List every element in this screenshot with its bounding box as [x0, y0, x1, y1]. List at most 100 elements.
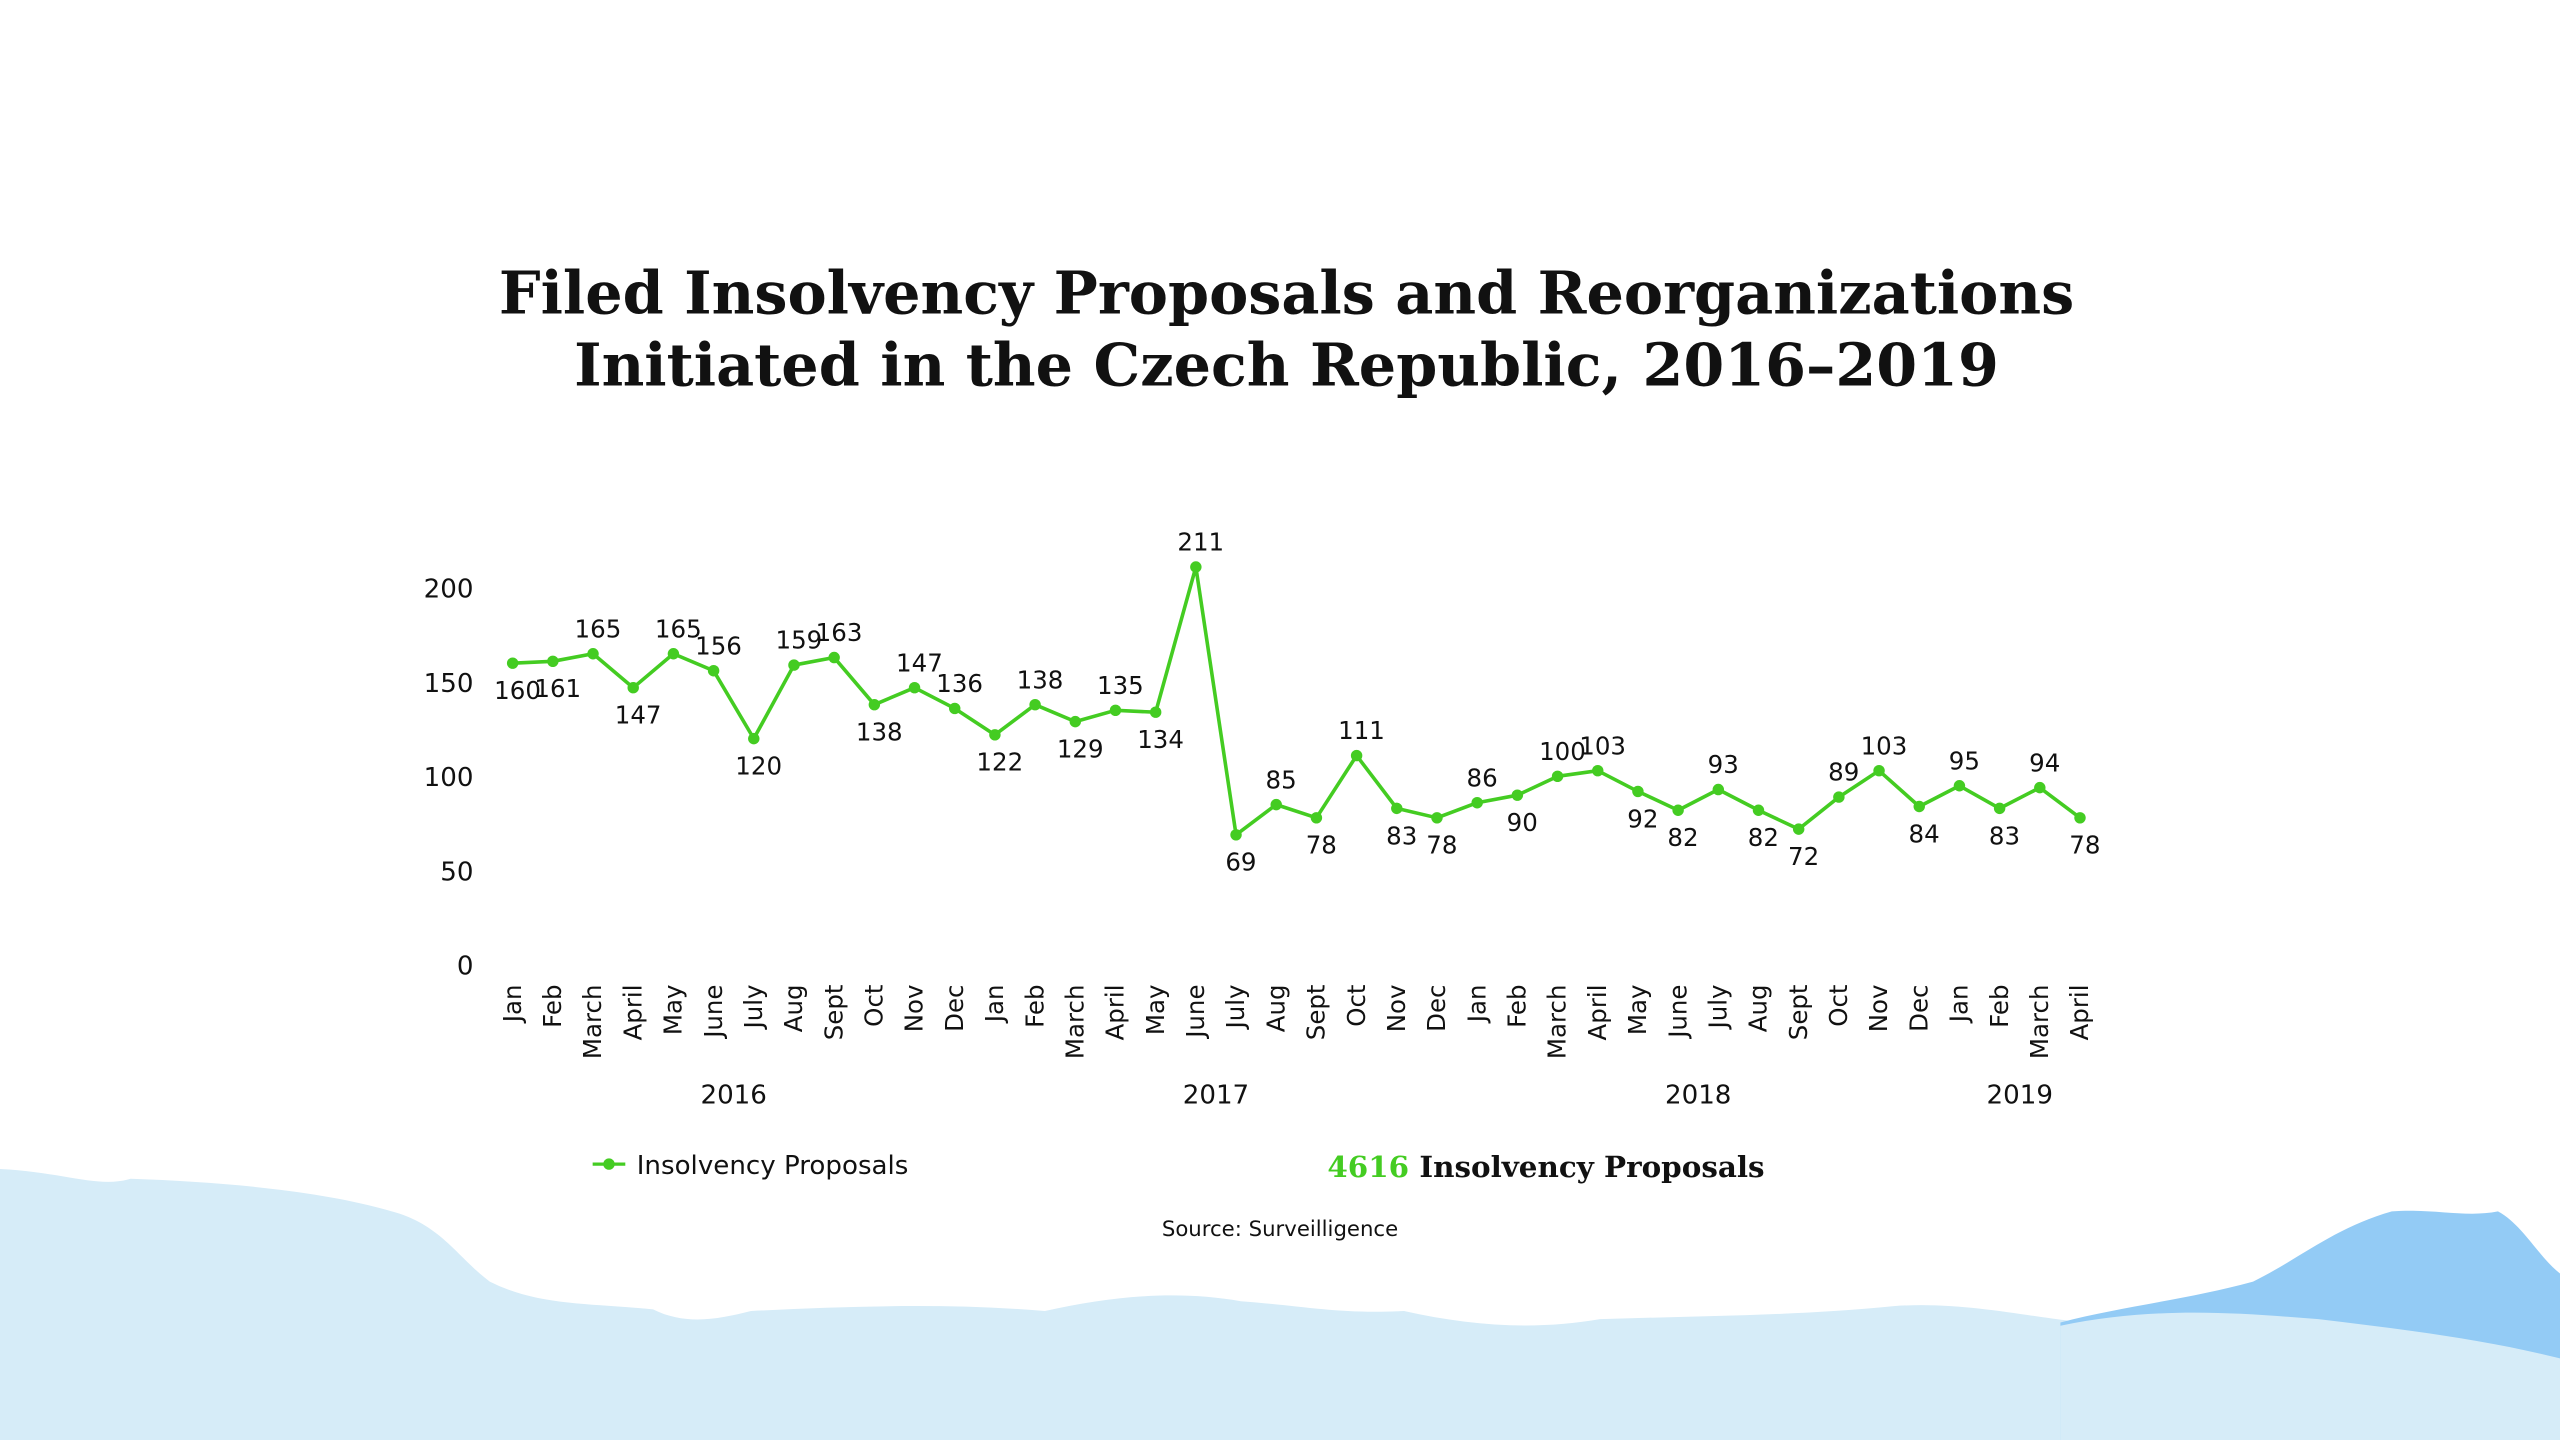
- chart-title: Initiated in the Czech Republic, 2016–20…: [574, 330, 1999, 399]
- x-tick-label: April: [618, 984, 647, 1040]
- x-tick-label: July: [1703, 984, 1732, 1030]
- x-tick-label: Nov: [1382, 984, 1411, 1032]
- y-tick-label: 50: [440, 857, 473, 887]
- data-label: 138: [1017, 665, 1064, 694]
- x-tick-label: May: [659, 984, 688, 1035]
- x-tick-label: Nov: [900, 984, 929, 1032]
- data-point: [627, 681, 639, 694]
- x-tick-label: Sept: [1784, 984, 1813, 1040]
- y-tick-label: 0: [457, 952, 474, 982]
- legend-marker: [603, 1158, 615, 1170]
- data-point: [1712, 783, 1725, 796]
- data-point: [667, 648, 680, 660]
- data-label: 134: [1137, 725, 1184, 754]
- data-point: [1350, 749, 1363, 762]
- data-point: [1230, 829, 1242, 841]
- x-tick-label: March: [1060, 984, 1089, 1059]
- x-tick-label: March: [1543, 984, 1572, 1059]
- data-label: 129: [1057, 735, 1104, 764]
- data-point: [1833, 791, 1845, 803]
- data-label: 103: [1861, 731, 1908, 760]
- data-label: 165: [575, 614, 622, 643]
- data-point: [1592, 764, 1604, 777]
- total-text: 4616 Insolvency Proposals: [1327, 1149, 1764, 1184]
- total-label: Insolvency Proposals: [1419, 1149, 1764, 1184]
- data-label: 93: [1708, 750, 1739, 779]
- mountain-base: [2060, 1312, 2560, 1440]
- data-point: [1632, 785, 1644, 798]
- x-tick-label: Oct: [1342, 984, 1371, 1027]
- data-point: [1471, 797, 1483, 809]
- data-label: 90: [1507, 808, 1538, 837]
- x-tick-label: Aug: [1744, 984, 1773, 1032]
- x-tick-label: July: [1221, 984, 1250, 1030]
- data-label: 156: [695, 631, 742, 660]
- data-point: [868, 698, 881, 711]
- data-label: 84: [1909, 819, 1940, 848]
- data-point: [1431, 812, 1443, 824]
- data-label: 111: [1338, 716, 1385, 745]
- source: Source: Surveilligence: [1162, 1217, 1398, 1242]
- data-point: [1029, 698, 1041, 711]
- data-label: 86: [1467, 763, 1498, 792]
- data-label: 92: [1627, 804, 1658, 833]
- data-label: 103: [1579, 731, 1626, 760]
- data-label: 83: [1386, 821, 1417, 850]
- x-tick-label: Jan: [1945, 984, 1974, 1024]
- data-point: [707, 665, 720, 677]
- year-label: 2018: [1665, 1081, 1731, 1111]
- x-tick-label: Oct: [1824, 984, 1853, 1027]
- data-point: [1190, 561, 1202, 573]
- data-point: [1913, 800, 1925, 813]
- data-point: [506, 657, 519, 669]
- data-point: [2074, 812, 2086, 824]
- legend-label: Insolvency Proposals: [637, 1151, 909, 1181]
- data-point: [788, 659, 800, 671]
- data-label: 72: [1788, 842, 1819, 871]
- year-label: 2016: [700, 1081, 766, 1111]
- data-point: [949, 702, 961, 715]
- data-label: 161: [534, 674, 581, 703]
- x-tick-label: May: [1623, 984, 1652, 1035]
- x-tick-label: Dec: [1904, 984, 1933, 1031]
- x-tick-label: Sept: [819, 984, 848, 1040]
- chart-title: Filed Insolvency Proposals and Reorganiz…: [499, 258, 2074, 327]
- data-point: [547, 655, 559, 668]
- data-label: 82: [1667, 823, 1698, 852]
- x-tick-label: April: [1583, 984, 1612, 1040]
- x-tick-label: June: [1663, 984, 1692, 1039]
- x-tick-label: Sept: [1302, 984, 1331, 1040]
- data-label: 100: [1539, 737, 1586, 766]
- x-tick-label: Feb: [1020, 984, 1049, 1027]
- series-line: [512, 565, 2082, 837]
- data-point: [1270, 798, 1282, 811]
- data-point: [1993, 802, 2006, 815]
- data-label: 122: [976, 748, 1023, 777]
- data-label: 165: [655, 614, 702, 643]
- data-point: [1391, 802, 1403, 815]
- total-value: 4616: [1327, 1149, 1409, 1184]
- data-label: 95: [1949, 746, 1980, 775]
- x-tick-label: Aug: [1261, 984, 1290, 1032]
- x-tick-label: Dec: [1422, 984, 1451, 1031]
- x-tick-label: May: [1141, 984, 1170, 1035]
- data-point: [1752, 804, 1765, 816]
- x-tick-label: Nov: [1864, 984, 1893, 1032]
- data-point: [1149, 706, 1162, 718]
- x-tick-label: Oct: [860, 984, 889, 1027]
- data-label: 85: [1266, 765, 1297, 794]
- data-label: 136: [936, 669, 983, 698]
- data-point: [1792, 823, 1805, 835]
- year-label: 2017: [1183, 1081, 1249, 1111]
- y-tick-label: 200: [424, 575, 474, 605]
- data-label: 160: [494, 676, 541, 705]
- data-point: [1069, 715, 1082, 728]
- data-point: [1953, 780, 1966, 792]
- data-label: 159: [776, 626, 823, 655]
- x-tick-label: Jan: [1462, 984, 1491, 1024]
- x-tick-label: Aug: [779, 984, 808, 1032]
- data-point: [1310, 812, 1323, 824]
- data-point: [748, 732, 760, 745]
- data-point: [1511, 789, 1524, 801]
- data-point: [1672, 804, 1684, 816]
